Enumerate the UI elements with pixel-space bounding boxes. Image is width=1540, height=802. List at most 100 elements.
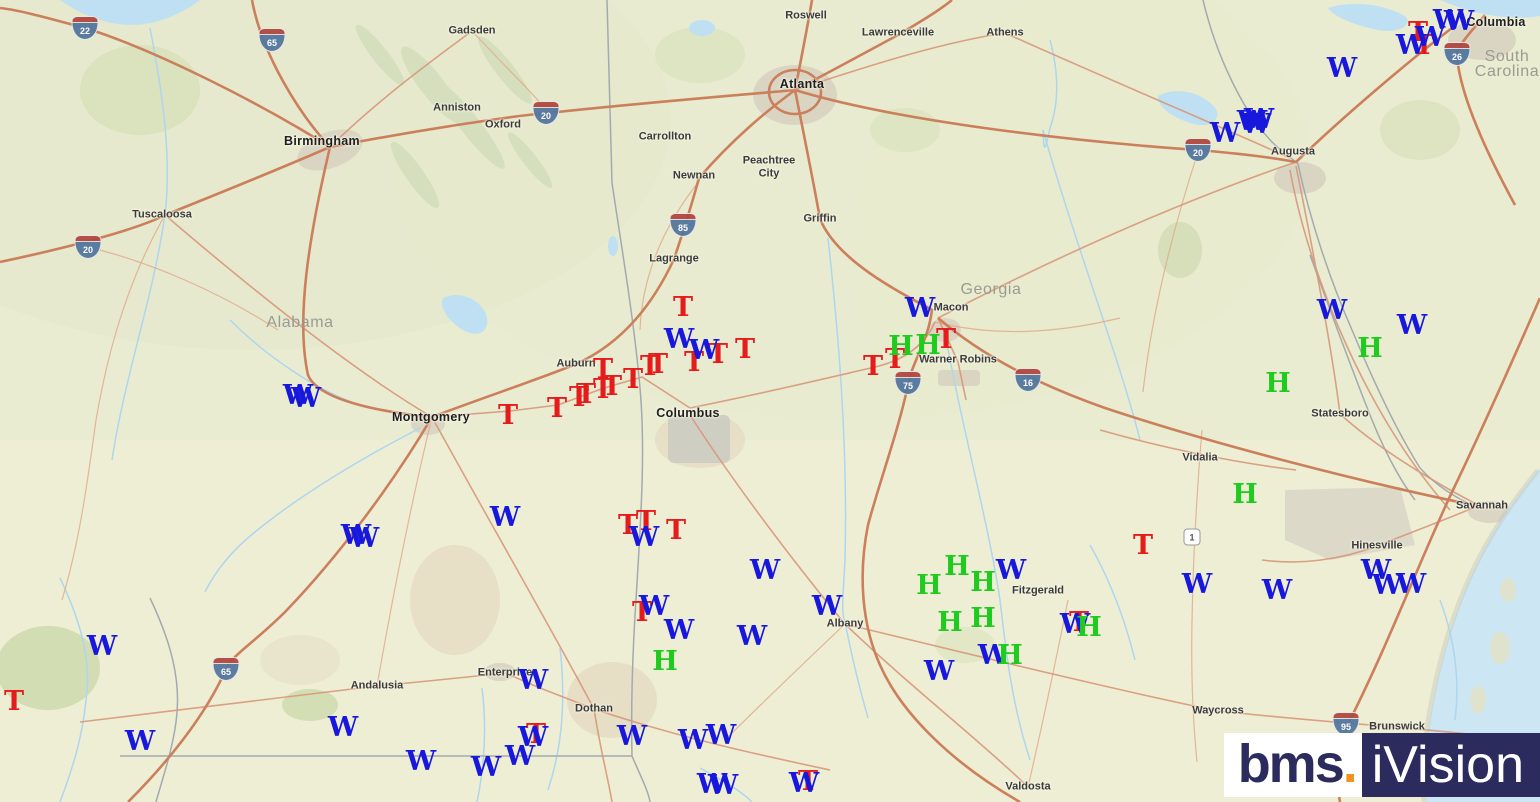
storm-marker-W[interactable]: W [1443,6,1475,38]
storm-marker-T[interactable]: T [862,351,884,383]
storm-marker-W[interactable]: W [1371,570,1403,602]
storm-marker-W[interactable]: W [677,725,709,757]
storm-marker-T[interactable]: T [672,292,694,324]
storm-marker-T[interactable]: T [631,597,653,629]
storm-marker-T[interactable]: T [1407,17,1429,49]
storm-marker-W[interactable]: W [1432,5,1464,37]
storm-marker-W[interactable]: W [638,591,670,623]
storm-marker-T[interactable]: T [3,686,25,718]
storm-marker-H[interactable]: H [915,330,941,362]
storm-marker-T[interactable]: T [639,351,661,383]
storm-marker-W[interactable]: W [788,768,820,800]
storm-marker-W[interactable]: W [124,726,156,758]
storm-marker-W[interactable]: W [663,615,695,647]
storm-marker-W[interactable]: W [749,555,781,587]
storm-marker-W[interactable]: W [1395,30,1427,62]
storm-marker-W[interactable]: W [1316,295,1348,327]
route-number: 65 [266,38,277,48]
storm-marker-T[interactable]: T [601,371,623,403]
storm-marker-W[interactable]: W [517,665,549,697]
storm-marker-T[interactable]: T [707,339,729,371]
storm-marker-W[interactable]: W [904,293,936,325]
storm-marker-W[interactable]: W [707,770,739,802]
storm-marker-T[interactable]: T [1413,30,1435,62]
storm-marker-T[interactable]: T [617,510,639,542]
storm-marker-W[interactable]: W [1240,109,1272,141]
city-label-lawrenceville: Lawrenceville [861,26,935,39]
storm-marker-H[interactable]: H [997,640,1023,672]
storm-marker-T[interactable]: T [797,766,819,798]
storm-marker-W[interactable]: W [86,631,118,663]
storm-marker-W[interactable]: W [1059,609,1091,641]
storm-marker-W[interactable]: W [517,722,549,754]
storm-marker-W[interactable]: W [1395,569,1427,601]
storm-marker-W[interactable]: W [995,555,1027,587]
storm-marker-H[interactable]: H [937,607,963,639]
storm-marker-W[interactable]: W [736,621,768,653]
storm-marker-T[interactable]: T [1132,530,1154,562]
storm-marker-T[interactable]: T [647,349,669,381]
storm-marker-T[interactable]: T [592,354,614,386]
storm-marker-W[interactable]: W [489,502,521,534]
storm-marker-W[interactable]: W [1243,104,1275,136]
city-label-albany: Albany [826,617,864,630]
storm-marker-W[interactable]: W [1326,53,1358,85]
storm-marker-H[interactable]: H [970,567,996,599]
storm-marker-W[interactable]: W [1360,555,1392,587]
storm-marker-T[interactable]: T [622,364,644,396]
storm-marker-W[interactable]: W [504,741,536,773]
storm-marker-T[interactable]: T [1068,607,1090,639]
storm-marker-H[interactable]: H [1265,368,1291,400]
logo-bms: bms. [1223,733,1362,797]
storm-marker-W[interactable]: W [290,383,322,415]
storm-marker-W[interactable]: W [1209,118,1241,150]
storm-marker-W[interactable]: W [628,522,660,554]
storm-marker-T[interactable]: T [734,334,756,366]
storm-marker-T[interactable]: T [683,347,705,379]
storm-marker-W[interactable]: W [923,656,955,688]
route-number: 20 [1192,148,1203,158]
city-label-augusta: Augusta [1271,145,1315,158]
storm-marker-H[interactable]: H [970,603,996,635]
city-label-columbia: Columbia [1466,14,1526,29]
storm-marker-W[interactable]: W [1181,569,1213,601]
storm-marker-H[interactable]: H [1357,333,1383,365]
storm-marker-T[interactable]: T [568,382,590,414]
storm-marker-W[interactable]: W [1414,22,1446,54]
city-label-griffin: Griffin [803,212,837,225]
storm-marker-W[interactable]: W [977,640,1009,672]
storm-marker-W[interactable]: W [340,520,372,552]
storm-marker-W[interactable]: W [327,712,359,744]
storm-marker-W[interactable]: W [405,746,437,778]
storm-marker-T[interactable]: T [546,393,568,425]
storm-marker-T[interactable]: T [665,515,687,547]
storm-marker-W[interactable]: W [1236,106,1268,138]
storm-marker-W[interactable]: W [348,523,380,555]
storm-marker-H[interactable]: H [1076,612,1102,644]
storm-marker-W[interactable]: W [470,752,502,784]
storm-marker-H[interactable]: H [888,331,914,363]
storm-marker-W[interactable]: W [696,769,728,801]
storm-marker-H[interactable]: H [944,551,970,583]
storm-marker-T[interactable]: T [935,324,957,356]
city-label-columbus: Columbus [656,405,720,420]
storm-marker-W[interactable]: W [688,335,720,367]
storm-marker-W[interactable]: W [663,324,695,356]
storm-marker-T[interactable]: T [497,400,519,432]
storm-marker-W[interactable]: W [1261,575,1293,607]
storm-marker-T[interactable]: T [575,379,597,411]
route-shield-i22: 22 [72,17,98,39]
storm-marker-H[interactable]: H [652,646,678,678]
storm-marker-H[interactable]: H [1232,479,1258,511]
storm-marker-T[interactable]: T [884,344,906,376]
storm-marker-W[interactable]: W [1396,310,1428,342]
storm-marker-T[interactable]: T [592,374,614,406]
storm-marker-W[interactable]: W [282,380,314,412]
storm-marker-H[interactable]: H [916,570,942,602]
storm-marker-W[interactable]: W [811,591,843,623]
storm-marker-W[interactable]: W [616,721,648,753]
storm-marker-T[interactable]: T [525,719,547,751]
storm-marker-T[interactable]: T [635,506,657,538]
storm-marker-W[interactable]: W [705,720,737,752]
